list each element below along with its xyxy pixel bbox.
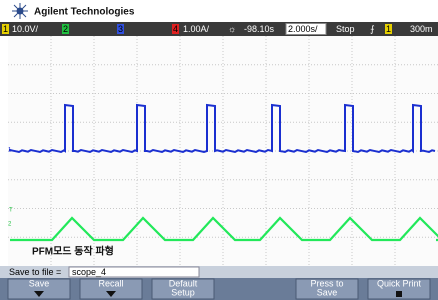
softkey-icon <box>396 291 402 297</box>
softkey-label: Save <box>317 287 338 297</box>
delay-icon: ☼ <box>228 24 236 34</box>
brand: Agilent Technologies <box>34 7 135 18</box>
save-value: scope_4 <box>72 267 106 277</box>
timebase: 2.000s/ <box>288 24 318 34</box>
softkey-label: Setup <box>171 287 195 297</box>
trigger-slope: ⨍ <box>370 24 375 34</box>
save-label: Save to file = <box>9 267 61 277</box>
scope-screen: Agilent Technologies 1 10.0V/ 2 3 4 1.00… <box>0 0 438 300</box>
annotation: PFM모드 동작 파형 <box>32 245 114 258</box>
softkey-label: Save <box>29 278 50 288</box>
save-bar <box>0 266 438 278</box>
trigger-marker: T <box>9 208 13 214</box>
ch1-scale: 10.0V/ <box>12 24 39 34</box>
ch4: 4 <box>173 24 178 34</box>
run-state: Stop <box>336 24 355 34</box>
trigger-level: 300m <box>410 24 433 34</box>
ch1: 1 <box>3 24 8 34</box>
trigger-source: 1 <box>386 24 391 34</box>
softkey-label: Quick Print <box>377 278 422 288</box>
logo <box>12 3 28 19</box>
ch4-scale: 1.00A/ <box>183 24 210 34</box>
softkey-label: Recall <box>98 278 123 288</box>
ch3: 3 <box>118 24 123 34</box>
delay: -98.10s <box>244 24 275 34</box>
ch2: 2 <box>63 24 68 34</box>
